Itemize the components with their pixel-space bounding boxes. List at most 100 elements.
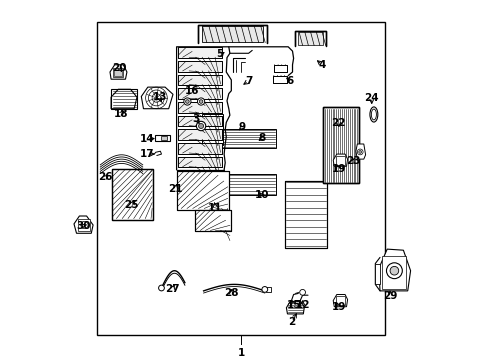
- Circle shape: [357, 149, 363, 155]
- Polygon shape: [356, 144, 366, 159]
- Bar: [98, 22, 386, 335]
- Text: 23: 23: [346, 156, 360, 166]
- Circle shape: [186, 100, 189, 103]
- Text: 14: 14: [140, 134, 154, 144]
- Bar: [111, 89, 137, 109]
- Bar: [195, 210, 231, 231]
- Bar: [323, 107, 359, 183]
- Polygon shape: [110, 65, 127, 79]
- Text: 16: 16: [184, 86, 199, 96]
- Bar: [336, 296, 345, 305]
- Bar: [178, 88, 221, 99]
- Ellipse shape: [371, 109, 376, 120]
- Polygon shape: [274, 65, 288, 72]
- Text: 2: 2: [288, 317, 295, 327]
- Bar: [178, 102, 221, 113]
- Bar: [178, 75, 221, 85]
- Polygon shape: [202, 26, 263, 42]
- Text: 8: 8: [259, 132, 266, 143]
- Bar: [113, 68, 123, 77]
- Bar: [273, 76, 288, 83]
- Bar: [178, 116, 221, 126]
- Text: 11: 11: [208, 203, 223, 213]
- Polygon shape: [273, 76, 288, 83]
- Bar: [285, 181, 327, 248]
- Bar: [178, 143, 221, 154]
- Bar: [178, 61, 221, 72]
- Bar: [78, 219, 90, 231]
- Circle shape: [198, 123, 204, 129]
- Bar: [285, 181, 327, 248]
- Circle shape: [199, 100, 203, 103]
- Text: 5: 5: [216, 49, 223, 59]
- Circle shape: [184, 98, 191, 105]
- Circle shape: [81, 221, 88, 229]
- Polygon shape: [111, 89, 137, 109]
- Bar: [178, 157, 221, 167]
- Bar: [178, 116, 221, 126]
- Circle shape: [262, 287, 268, 292]
- Text: 6: 6: [286, 76, 294, 86]
- Bar: [176, 171, 229, 210]
- Text: 27: 27: [165, 284, 180, 294]
- Text: 19: 19: [331, 302, 346, 312]
- Bar: [178, 88, 221, 99]
- Circle shape: [196, 121, 206, 131]
- Bar: [178, 61, 221, 72]
- Text: 3: 3: [193, 114, 200, 124]
- Text: 7: 7: [245, 76, 252, 86]
- Polygon shape: [333, 154, 347, 166]
- Circle shape: [300, 289, 305, 295]
- Circle shape: [197, 98, 205, 105]
- Bar: [323, 107, 359, 183]
- Bar: [220, 129, 276, 148]
- Text: 19: 19: [331, 164, 346, 174]
- Polygon shape: [333, 294, 347, 307]
- Text: 20: 20: [113, 63, 127, 73]
- Circle shape: [359, 150, 362, 153]
- Polygon shape: [379, 249, 411, 291]
- Bar: [374, 264, 380, 284]
- Bar: [220, 174, 276, 195]
- Bar: [112, 169, 153, 220]
- Bar: [178, 47, 221, 58]
- Text: 12: 12: [295, 300, 310, 310]
- Text: 28: 28: [224, 288, 239, 298]
- Bar: [195, 210, 231, 231]
- Text: 29: 29: [383, 291, 397, 301]
- Bar: [161, 136, 167, 140]
- Bar: [382, 256, 406, 289]
- Polygon shape: [74, 216, 93, 233]
- Bar: [178, 143, 221, 154]
- Bar: [178, 157, 221, 167]
- Text: 21: 21: [168, 184, 183, 194]
- Text: 13: 13: [152, 92, 167, 102]
- Circle shape: [387, 263, 402, 279]
- Text: 1: 1: [238, 348, 245, 358]
- Bar: [202, 114, 222, 145]
- Bar: [178, 129, 221, 140]
- Polygon shape: [141, 87, 173, 109]
- Circle shape: [159, 285, 164, 291]
- Polygon shape: [286, 302, 304, 314]
- Polygon shape: [298, 32, 323, 45]
- Text: 10: 10: [255, 190, 269, 201]
- Bar: [178, 129, 221, 140]
- Text: 17: 17: [140, 149, 154, 159]
- Bar: [336, 156, 345, 165]
- Text: 30: 30: [76, 221, 91, 231]
- Bar: [178, 75, 221, 85]
- Text: 4: 4: [318, 60, 326, 70]
- Text: 25: 25: [124, 200, 139, 210]
- Bar: [274, 65, 288, 72]
- Bar: [176, 171, 229, 210]
- Text: 18: 18: [114, 109, 128, 119]
- Bar: [114, 70, 122, 76]
- Circle shape: [390, 266, 399, 275]
- Text: 9: 9: [239, 122, 246, 132]
- Bar: [155, 135, 170, 141]
- Text: 26: 26: [98, 172, 113, 183]
- Bar: [178, 102, 221, 113]
- Bar: [178, 47, 221, 58]
- Bar: [112, 169, 153, 220]
